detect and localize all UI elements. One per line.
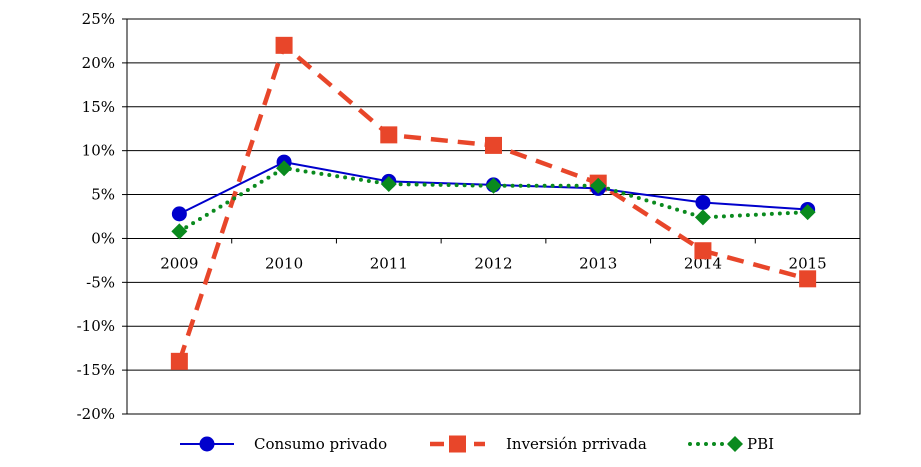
series-layer bbox=[170, 36, 817, 370]
legend-marker bbox=[727, 436, 743, 452]
y-tick-label: 25% bbox=[82, 10, 115, 28]
data-point bbox=[799, 270, 817, 288]
legend-item: Inversión prrivada bbox=[430, 435, 647, 453]
data-point bbox=[171, 223, 188, 240]
data-point bbox=[590, 177, 607, 194]
data-point bbox=[695, 194, 711, 210]
data-point bbox=[380, 176, 397, 193]
data-point bbox=[694, 242, 712, 260]
plot-border bbox=[126, 18, 861, 415]
y-tick-label: 5% bbox=[91, 186, 115, 204]
data-point bbox=[276, 160, 293, 177]
y-tick-label: -20% bbox=[77, 405, 115, 423]
y-tick-label: 20% bbox=[82, 54, 115, 72]
data-point bbox=[799, 204, 816, 221]
y-tick-label: -15% bbox=[77, 361, 115, 379]
data-point bbox=[170, 352, 188, 370]
x-axis-tick-labels: 2009 2010 2011 2012 2013 2014 2015 bbox=[160, 254, 826, 272]
legend-item: Consumo privado bbox=[180, 435, 387, 453]
x-tick-label: 2014 bbox=[684, 254, 722, 272]
x-tick-label: 2011 bbox=[370, 254, 408, 272]
data-point bbox=[485, 136, 502, 154]
data-point bbox=[275, 36, 293, 54]
data-point bbox=[380, 126, 398, 144]
x-tick-label: 2012 bbox=[474, 254, 512, 272]
legend-item: PBI bbox=[688, 435, 774, 453]
x-tick-label: 2010 bbox=[265, 254, 303, 272]
grid-lines bbox=[122, 18, 861, 415]
legend-marker bbox=[199, 436, 215, 452]
legend-label: Consumo privado bbox=[254, 435, 387, 453]
x-tick-label: 2015 bbox=[789, 254, 827, 272]
y-tick-label: 10% bbox=[82, 142, 115, 160]
y-tick-label: -10% bbox=[77, 317, 115, 335]
series-2 bbox=[171, 160, 816, 240]
data-point bbox=[485, 177, 502, 194]
data-point bbox=[694, 209, 711, 226]
legend-label: Inversión prrivada bbox=[506, 435, 647, 453]
x-tick-label: 2013 bbox=[579, 254, 617, 272]
legend: Consumo privado Inversión prrivada PBI bbox=[180, 435, 774, 453]
y-tick-label: 15% bbox=[82, 98, 115, 116]
y-tick-label: -5% bbox=[86, 273, 115, 291]
data-point bbox=[171, 206, 187, 222]
y-axis-tick-labels: 25% 20% 15% 10% 5% 0% -5% -10% -15% -20% bbox=[77, 10, 115, 423]
y-tick-label: 0% bbox=[91, 229, 115, 247]
legend-marker bbox=[449, 435, 466, 453]
x-tick-label: 2009 bbox=[160, 254, 198, 272]
legend-label: PBI bbox=[747, 435, 774, 453]
